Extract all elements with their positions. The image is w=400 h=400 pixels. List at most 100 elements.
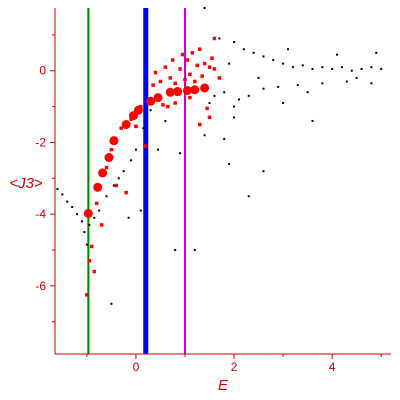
data-point-dot [296, 84, 299, 87]
data-point-dot [223, 91, 226, 94]
data-point-dot [228, 62, 231, 65]
data-point-dot [203, 134, 206, 137]
data-point-dot [112, 184, 115, 187]
data-point-dot [360, 67, 363, 70]
data-point-dot [370, 66, 373, 69]
data-point-large [165, 87, 175, 97]
data-point-dot [277, 85, 280, 88]
x-tick-label: 2 [231, 360, 238, 374]
data-point-small [119, 126, 123, 130]
data-point-dot [127, 216, 130, 219]
data-point-dot [80, 220, 83, 223]
data-point-dot [370, 82, 373, 85]
data-point-large [173, 87, 183, 97]
data-point-small [158, 79, 163, 84]
y-tick-label: 0 [39, 64, 46, 78]
data-point-dot [380, 67, 383, 70]
data-point-dot [291, 66, 294, 69]
data-point-small [109, 147, 114, 152]
data-point-small [197, 122, 202, 127]
data-point-small [183, 77, 187, 82]
data-point-small [85, 293, 89, 297]
data-point-dot [93, 216, 96, 219]
data-point-small [94, 201, 99, 206]
data-point-dot [242, 48, 245, 51]
data-point-dot [233, 116, 236, 119]
data-point-dot [88, 223, 91, 226]
data-point-dot [340, 66, 343, 69]
data-point-dot [237, 98, 240, 101]
data-point-small [197, 47, 202, 51]
data-point-dot [164, 119, 167, 122]
axes: 0 2 4 0 -2 -4 -6 [35, 8, 391, 374]
data-point-dot [56, 188, 59, 191]
data-point-small [195, 63, 199, 68]
data-point-small [173, 81, 177, 86]
data-point-dot [213, 94, 216, 97]
data-point-small [217, 76, 222, 80]
data-point-small [190, 51, 195, 55]
data-point-large [109, 136, 119, 146]
data-point-large [83, 208, 93, 218]
data-point-small [87, 259, 92, 263]
y-axis-title: <J3> [9, 175, 43, 192]
data-point-dot [331, 67, 334, 70]
data-point-dot [117, 177, 120, 180]
x-tick-label: 0 [133, 360, 140, 374]
data-point-small [178, 67, 182, 71]
data-point-dot [130, 159, 133, 162]
data-point-small [202, 61, 207, 66]
data-point-large [200, 83, 210, 93]
data-point-dot [71, 205, 74, 208]
data-point-small [114, 183, 119, 188]
data-point-small [193, 79, 197, 84]
data-point-dot [311, 67, 314, 70]
data-point-dot [311, 119, 314, 122]
data-point-dot [76, 213, 79, 216]
data-point-dot [142, 127, 145, 130]
data-point-dot [262, 170, 265, 173]
data-point-dot [83, 231, 86, 234]
data-point-small [129, 117, 133, 121]
data-point-small [188, 72, 192, 77]
y-tick-label: -4 [35, 207, 46, 221]
data-point-small [90, 244, 94, 249]
data-point-dot [252, 51, 255, 54]
data-point-small [207, 115, 212, 120]
data-point-dot [233, 105, 236, 108]
data-point-dot [336, 53, 339, 56]
data-point-large [104, 153, 114, 163]
data-point-dot [286, 48, 289, 51]
data-point-dot [375, 51, 378, 54]
data-point-dot [350, 69, 353, 72]
data-point-small [163, 65, 168, 69]
x-tick-label: 4 [329, 360, 336, 374]
data-point-dot [247, 94, 250, 97]
data-point-dot [122, 170, 125, 173]
data-point-dot [321, 82, 324, 85]
data-point-small [168, 76, 173, 80]
data-point-large [121, 120, 131, 130]
data-point-large [93, 182, 103, 192]
data-point-small [124, 190, 128, 195]
data-point-small [200, 74, 204, 78]
data-point-small [139, 104, 143, 109]
data-point-dot [282, 62, 285, 65]
data-point-dot [179, 152, 182, 155]
data-point-small [151, 83, 155, 87]
data-point-dot [272, 58, 275, 61]
data-point-dot [157, 148, 160, 151]
data-point-small [161, 103, 165, 107]
data-point-small [205, 106, 209, 111]
data-point-small [92, 269, 96, 274]
data-point-small [166, 104, 170, 109]
data-point-dot [110, 302, 113, 305]
data-point-large [182, 85, 192, 95]
data-point-large [190, 85, 200, 95]
data-point-small [143, 144, 148, 148]
data-point-dot [262, 55, 265, 58]
data-point-dot [218, 37, 221, 40]
data-point-dot [105, 195, 108, 198]
data-point-dot [301, 64, 304, 67]
